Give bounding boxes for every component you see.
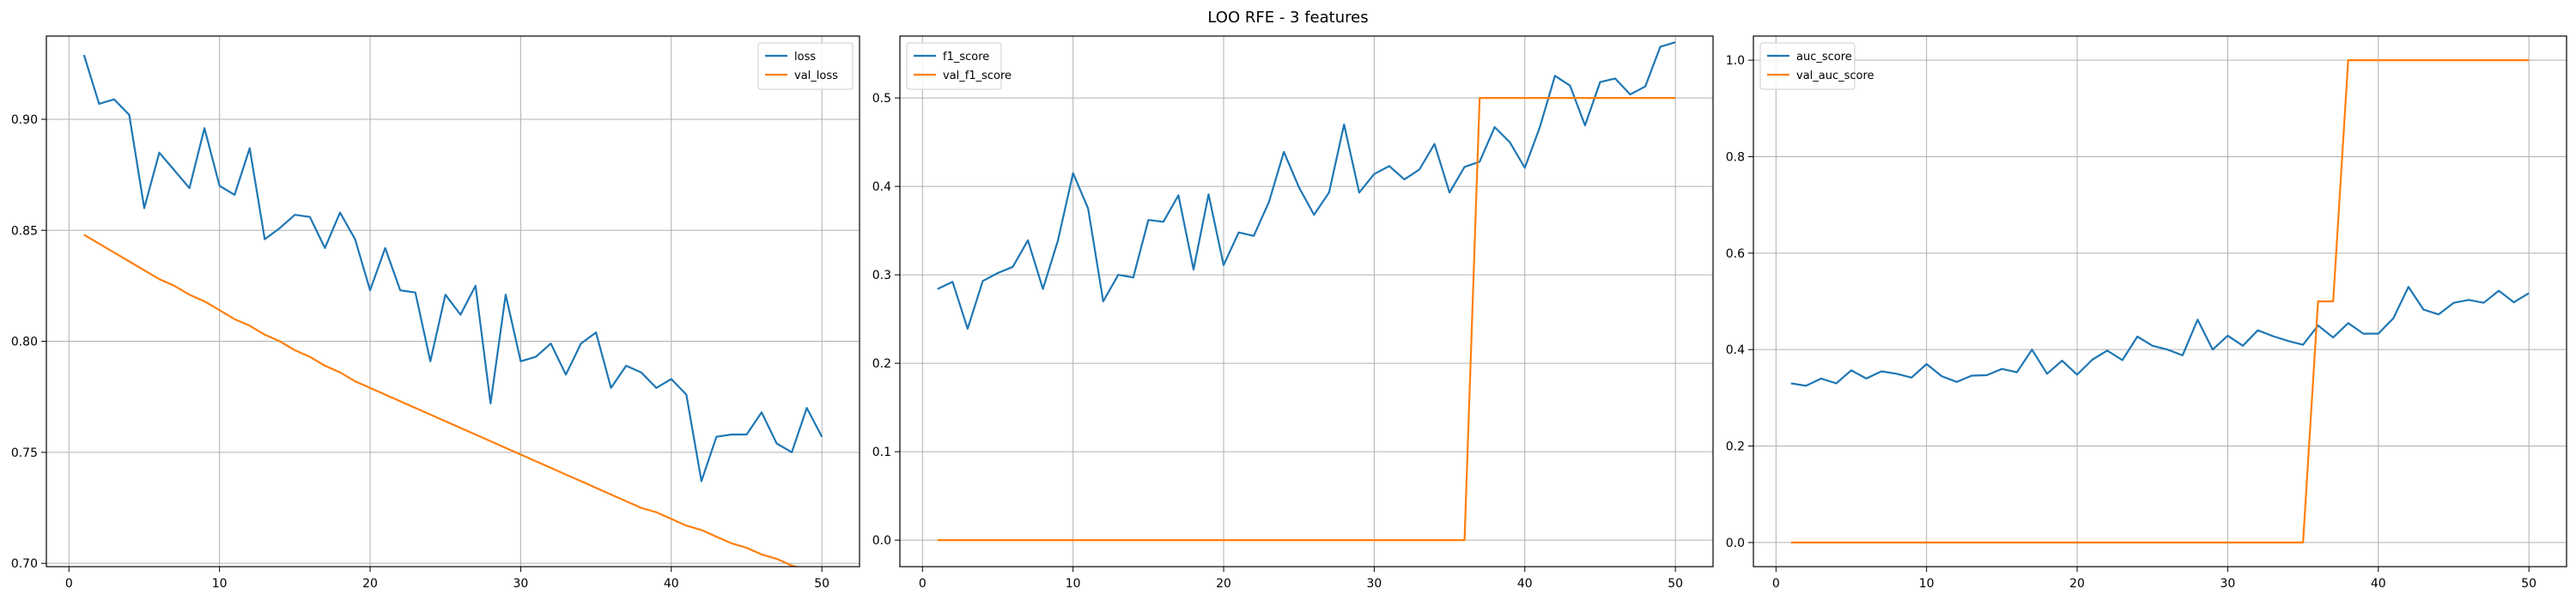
y-tick-label-1: 0.75: [11, 446, 38, 460]
y-tick-label-0: 0.0: [1726, 537, 1745, 550]
y-tick-label-4: 0.90: [11, 113, 38, 127]
legend-box: [757, 42, 854, 90]
x-tick-label-5: 50: [814, 577, 829, 591]
x-tick-label-2: 20: [1216, 577, 1231, 591]
y-tick-label-4: 0.4: [872, 180, 891, 194]
x-tick-label-1: 10: [1066, 577, 1081, 591]
axes-frame: [1753, 35, 2567, 568]
legend-label-val-auc-score: val_auc_score: [1796, 70, 1874, 82]
x-tick-label-0: 0: [919, 577, 927, 591]
y-tick-label-1: 0.1: [872, 446, 891, 459]
x-tick-label-0: 0: [65, 577, 73, 591]
y-tick-label-0: 0.70: [11, 557, 38, 571]
x-tick-label-4: 40: [1517, 577, 1533, 591]
series-line-loss: [82, 54, 823, 483]
x-tick-label-4: 40: [664, 577, 679, 591]
figure-title: LOO RFE - 3 features: [1207, 9, 1369, 27]
x-tick-label-3: 30: [1367, 577, 1382, 591]
series-line-val-auc-score: [1790, 58, 2530, 544]
x-tick-label-3: 30: [513, 577, 529, 591]
y-tick-label-3: 0.3: [872, 269, 891, 282]
subplot-auc-score: 0 10 20 30 40 50 0.0 0.2 0.4 0.6 0.8 1.0 auc_scoreva…: [1726, 35, 2567, 591]
legend: f1_score val_f1_score: [906, 42, 1012, 90]
x-tick-label-0: 0: [1772, 577, 1780, 591]
axes-frame: [899, 35, 1714, 568]
y-tick-label-1: 0.2: [1726, 440, 1745, 454]
legend-label-auc-score: auc_score: [1796, 51, 1852, 64]
x-tick-label-2: 20: [2069, 577, 2085, 591]
legend-label-f1-score: f1_score: [943, 51, 989, 64]
y-tick-label-4: 0.8: [1726, 150, 1745, 164]
y-tick-label-2: 0.2: [872, 357, 891, 371]
y-tick-label-3: 0.85: [11, 224, 38, 238]
legend-box: [906, 42, 1002, 90]
axes-frame: [46, 35, 860, 568]
x-tick-label-4: 40: [2371, 577, 2386, 591]
legend: auc_score val_auc_score: [1759, 42, 1874, 90]
y-tick-label-2: 0.80: [11, 336, 38, 349]
y-tick-label-0: 0.0: [872, 534, 891, 548]
legend-label-val-f1-score: val_f1_score: [943, 70, 1012, 82]
y-tick-label-5: 0.5: [872, 92, 891, 106]
legend-label-val-loss: val_loss: [794, 70, 838, 82]
y-tick-label-3: 0.6: [1726, 247, 1745, 261]
x-tick-label-2: 20: [362, 577, 378, 591]
y-tick-label-2: 0.4: [1726, 343, 1745, 357]
x-tick-label-1: 10: [212, 577, 228, 591]
series-line-auc-score: [1790, 286, 2530, 387]
legend-label-loss: loss: [794, 51, 816, 64]
series-line-val-f1-score: [937, 96, 1676, 542]
x-tick-label-5: 50: [1668, 577, 1683, 591]
subplot-loss: 0 10 20 30 40 50 0.70 0.75 0.80 0.85 0.90 loss val_l…: [11, 35, 860, 591]
series-line-f1-score: [937, 41, 1676, 330]
y-tick-label-5: 1.0: [1726, 54, 1745, 68]
x-tick-label-1: 10: [1919, 577, 1935, 591]
x-tick-label-5: 50: [2521, 577, 2537, 591]
x-tick-label-3: 30: [2221, 577, 2236, 591]
legend-box: [1759, 42, 1856, 90]
subplot-f1-score: 0 10 20 30 40 50 0.0 0.1 0.2 0.3 0.4 0.5 f1_scoreval…: [872, 35, 1714, 591]
legend: loss val_loss: [757, 42, 854, 90]
series-line-val-loss: [83, 234, 799, 567]
